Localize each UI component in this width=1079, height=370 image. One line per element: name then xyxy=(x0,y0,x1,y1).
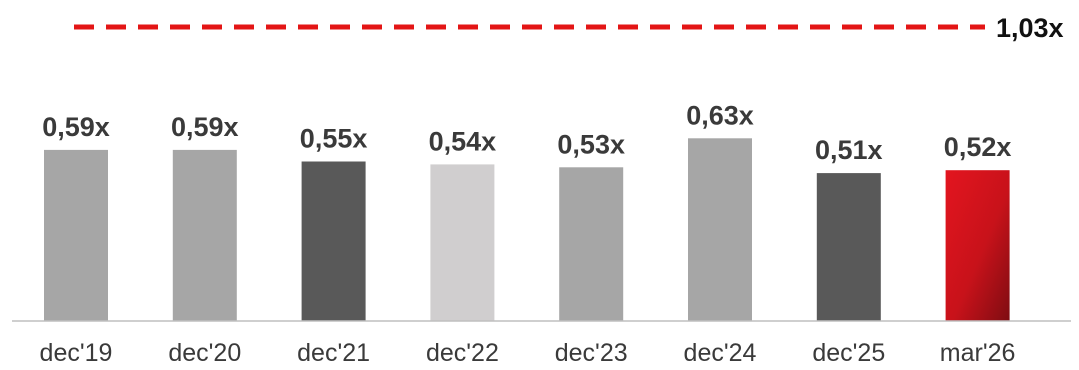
x-tick-label: dec'21 xyxy=(297,339,370,367)
reference-line-label: 1,03x xyxy=(996,13,1064,43)
x-tick-label: dec'24 xyxy=(684,339,757,367)
bar-dec-25 xyxy=(816,173,881,321)
data-label: 0,51x xyxy=(815,135,883,165)
bar-dec-21 xyxy=(301,161,366,321)
x-tick-label: dec'25 xyxy=(812,339,885,367)
bar-dec-20 xyxy=(172,149,237,321)
x-tick-label: dec'22 xyxy=(426,339,499,367)
data-label: 0,55x xyxy=(300,124,368,154)
data-label: 0,53x xyxy=(557,129,625,159)
bar-dec-22 xyxy=(430,164,495,321)
bar-mar-26 xyxy=(945,170,1010,321)
data-label: 0,63x xyxy=(686,100,754,130)
data-label: 0,59x xyxy=(42,112,110,142)
bar-dec-19 xyxy=(44,149,108,321)
x-tick-label: dec'19 xyxy=(40,339,113,367)
data-label: 0,59x xyxy=(171,112,239,142)
x-tick-label: dec'20 xyxy=(168,339,241,367)
x-tick-label: dec'23 xyxy=(555,339,628,367)
bar-dec-24 xyxy=(688,138,752,321)
x-tick-label: mar'26 xyxy=(940,339,1016,367)
data-label: 0,52x xyxy=(944,132,1012,162)
bar-dec-23 xyxy=(559,167,624,321)
data-label: 0,54x xyxy=(429,126,497,156)
